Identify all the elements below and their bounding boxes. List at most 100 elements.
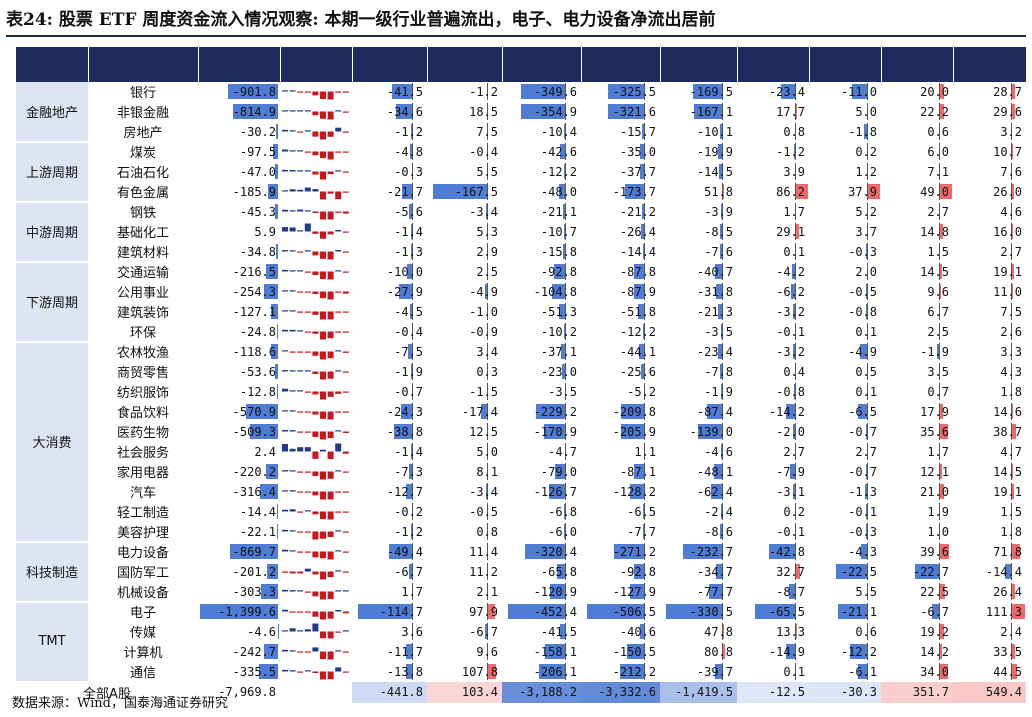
trend-bar [312,291,319,294]
negative-bar [564,444,566,459]
zero-axis [565,663,567,680]
cum-inflow-cell: -14.4 [198,501,280,522]
zero-axis [412,623,413,640]
week-value-cell: -79.0 [502,461,581,482]
week-value: 17.7 [776,104,805,119]
negative-bar [553,264,566,279]
week-value: -41.5 [386,84,423,99]
negative-bar [792,304,795,319]
zero-axis [866,383,868,400]
zero-axis [938,343,940,360]
trend-bar [297,311,304,313]
industry-cell: 基础化工 [88,221,198,242]
positive-bar [866,184,880,199]
week-value: 11.4 [469,544,498,559]
table-row: 商贸零售 -53.6 -1.9 0.3 -23.0 -25.6 -7.8 0.4 0.5 3.5 4… [16,361,1026,382]
trend-cell [280,421,352,442]
cum-inflow-cell: -24.8 [198,321,280,342]
zero-axis [721,283,723,300]
negative-bar [865,424,867,439]
zero-axis [1011,423,1013,440]
week-value: -12.7 [386,484,423,499]
zero-axis [794,83,796,100]
week-value-cell: 2.7 [737,441,809,462]
week-value-cell: 2.5 [427,261,502,282]
week-value: 5.5 [855,584,877,599]
zero-axis [794,523,796,540]
zero-axis [644,463,646,480]
trend-bar [342,231,349,233]
negative-bar [721,324,722,339]
zero-axis [1011,443,1013,460]
week-value: -27.9 [386,284,423,299]
zero-axis [412,263,413,280]
negative-bar [411,364,412,379]
cum-value: -4.6 [247,624,276,639]
trend-bar [289,351,296,353]
trend-bar [304,431,311,433]
zero-axis [487,383,488,400]
zero-axis [938,643,940,660]
zero-axis [721,183,723,200]
week-value: 1.8 [1000,384,1022,399]
block-cell: 下游周期 [16,261,88,343]
week-value-cell: -51.3 [502,301,581,322]
week-value: 33.5 [993,644,1022,659]
cum-value: -901.8 [232,84,276,99]
week-value-cell: 6.0 [881,141,953,162]
week-value: -3.9 [704,204,733,219]
week-value: -65.5 [768,604,805,619]
cum-value: -47.0 [239,164,276,179]
negative-bar [717,344,722,359]
cum-bar [261,584,278,599]
week-value: 86.2 [776,184,805,199]
week-value: 0.7 [927,384,949,399]
zero-axis [412,203,413,220]
week-value-cell: -24.3 [352,401,427,422]
zero-axis [938,83,940,100]
negative-bar [693,104,722,119]
trend-cell [280,501,352,522]
negative-bar [715,564,722,579]
zero-axis [412,463,413,480]
trend-bar [289,329,296,332]
trend-bar [335,311,342,313]
negative-bar [484,624,487,639]
negative-bar [411,524,412,539]
trend-bar [304,311,311,313]
week-value-cell: -6.5 [581,501,660,522]
trend-bar [297,511,304,513]
positive-bar [1011,424,1016,439]
trend-sparkline [282,490,349,500]
week-value: -271.2 [612,544,656,559]
trend-bar [304,210,311,212]
week-value-cell: 9.6 [881,281,953,302]
week-value: -10.4 [540,124,577,139]
zero-axis [412,543,413,560]
title-rule [6,35,1026,37]
week-value: 28.7 [993,84,1022,99]
week-value: -7.9 [776,464,805,479]
negative-bar [539,664,566,679]
week-value-cell: -10.2 [502,321,581,342]
week-value-cell: -31.8 [660,281,737,302]
zero-axis [487,163,488,180]
cum-bar [272,144,278,159]
zero-axis [866,263,868,280]
week-value-cell: -3.4 [427,481,502,502]
week-value: -0.8 [848,304,877,319]
week-value-cell: 8.1 [427,461,502,482]
negative-bar [1004,564,1012,579]
week-value-cell: -41.5 [502,621,581,642]
trend-bar [289,390,296,392]
trend-bar [327,671,334,680]
negative-bar [755,604,795,619]
week-value: -0.5 [848,284,877,299]
cum-inflow-cell: -220.2 [198,461,280,482]
trend-bar [304,151,311,153]
week-value-cell: -7.7 [581,521,660,542]
zero-axis [721,583,723,600]
header-trend [280,47,353,82]
trend-bar [282,429,288,432]
week-value: -5.2 [627,384,656,399]
